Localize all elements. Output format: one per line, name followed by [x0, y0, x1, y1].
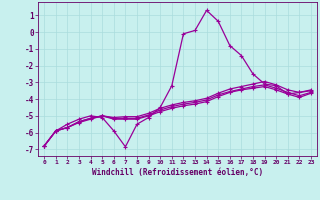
X-axis label: Windchill (Refroidissement éolien,°C): Windchill (Refroidissement éolien,°C)	[92, 168, 263, 177]
